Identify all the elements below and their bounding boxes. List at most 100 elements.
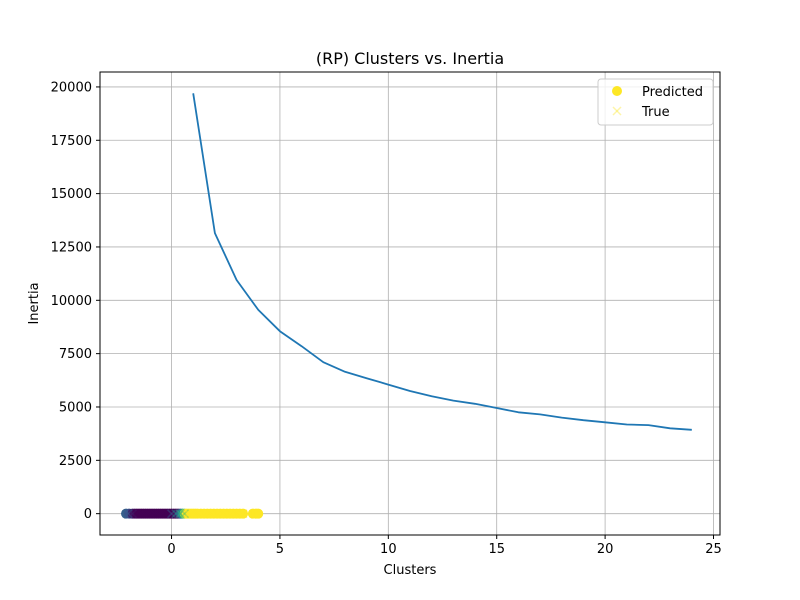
true-point-stroke: [184, 509, 194, 519]
true-point: [249, 509, 259, 519]
true-point: [212, 509, 222, 519]
true-point-stroke: [206, 509, 216, 519]
true-point: [232, 509, 242, 519]
legend-label-true: True: [641, 105, 670, 120]
true-point-stroke: [175, 509, 185, 519]
true-point-stroke: [225, 509, 235, 519]
true-point-stroke: [132, 509, 142, 519]
true-point-stroke: [158, 509, 168, 519]
y-tick-label: 7500: [59, 347, 92, 362]
true-point-stroke: [238, 509, 248, 519]
y-tick-label: 10000: [51, 294, 92, 309]
legend: Predicted True: [597, 78, 714, 126]
true-point-stroke: [180, 509, 190, 519]
legend-marker-true: [612, 106, 622, 116]
true-point-stroke: [145, 509, 155, 519]
true-point-stroke: [232, 509, 242, 519]
true-point-stroke: [145, 509, 155, 519]
true-point-stroke: [249, 509, 259, 519]
legend-label-predicted: Predicted: [642, 85, 703, 100]
true-point-stroke: [171, 509, 181, 519]
true-point-stroke: [171, 509, 181, 519]
true-point-stroke: [123, 509, 133, 519]
plot-area: [121, 93, 692, 519]
true-point-stroke: [154, 509, 164, 519]
y-tick-label: 17500: [51, 134, 92, 149]
x-tick-label: 20: [597, 542, 614, 557]
true-point-stroke: [188, 509, 198, 519]
true-point-stroke: [132, 509, 142, 519]
true-point-stroke: [136, 509, 146, 519]
x-tick-label: 25: [705, 542, 722, 557]
true-point-stroke: [127, 509, 138, 519]
true-point-stroke: [158, 509, 168, 519]
true-point-stroke: [184, 509, 194, 519]
y-tick-label: 5000: [59, 400, 92, 415]
true-point: [127, 509, 138, 519]
true-point-stroke: [219, 509, 229, 519]
true-point: [149, 509, 159, 519]
y-tick-label: 2500: [59, 454, 92, 469]
legend-box: [597, 78, 714, 126]
true-point-stroke: [167, 509, 177, 519]
true-point-stroke: [238, 509, 248, 519]
true-point-stroke: [162, 509, 172, 519]
true-point-stroke: [140, 509, 151, 519]
true-point: [171, 509, 181, 519]
true-point-stroke: [212, 509, 222, 519]
true-point: [136, 509, 146, 519]
true-point-stroke: [123, 509, 133, 519]
true-point-stroke: [188, 509, 198, 519]
predicted-point: [253, 508, 264, 519]
true-point-stroke: [212, 509, 222, 519]
x-tick-label: 10: [380, 542, 397, 557]
true-point-stroke: [167, 509, 177, 519]
true-point-stroke: [193, 509, 203, 519]
true-point-stroke: [154, 509, 164, 519]
true-point-stroke: [232, 509, 242, 519]
true-point-stroke: [136, 509, 146, 519]
y-tick-label: 0: [84, 507, 92, 522]
true-point: [193, 509, 203, 519]
true-point: [140, 509, 151, 519]
true-point: [206, 509, 216, 519]
chart-title: (RP) Clusters vs. Inertia: [316, 49, 504, 68]
true-point-stroke: [219, 509, 229, 519]
true-point: [167, 509, 177, 519]
true-point: [154, 509, 164, 519]
true-point-stroke: [180, 509, 190, 519]
true-point: [162, 509, 172, 519]
grid: [100, 72, 720, 535]
true-point: [145, 509, 155, 519]
true-point: [188, 509, 198, 519]
y-tick-label: 15000: [51, 187, 92, 202]
true-point-stroke: [140, 509, 151, 519]
true-point: [158, 509, 168, 519]
true-point-stroke: [149, 509, 159, 519]
predicted-point: [238, 508, 249, 519]
x-tick-label: 5: [276, 542, 284, 557]
true-point-stroke: [206, 509, 216, 519]
true-point: [238, 509, 248, 519]
true-point-stroke: [193, 509, 203, 519]
true-point: [180, 509, 190, 519]
true-point-stroke: [199, 509, 209, 519]
axes-frame: [99, 71, 721, 536]
x-axis-label: Clusters: [384, 563, 437, 578]
true-point-stroke: [162, 509, 172, 519]
true-point: [225, 509, 235, 519]
y-axis-label: Inertia: [27, 282, 42, 324]
true-point-stroke: [225, 509, 235, 519]
true-point: [199, 509, 209, 519]
true-point: [175, 509, 185, 519]
true-point: [123, 509, 133, 519]
true-point: [184, 509, 194, 519]
ticks: 0 5 10 15 20 25 0 2500 5000 7500 10000 12500 15000 17…: [51, 80, 722, 557]
x-tick-label: 0: [167, 542, 175, 557]
y-tick-label: 12500: [51, 240, 92, 255]
true-point-stroke: [149, 509, 159, 519]
inertia-line: [192, 93, 692, 431]
true-point-stroke: [249, 509, 259, 519]
y-tick-label: 20000: [51, 80, 92, 95]
